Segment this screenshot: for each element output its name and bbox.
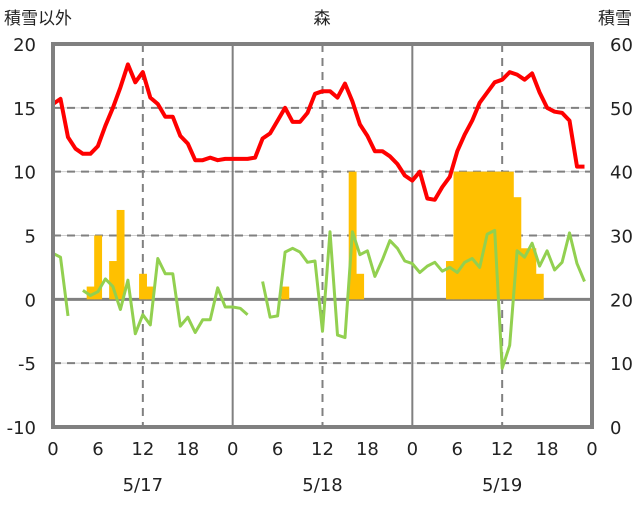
y-right-tick-label: 60	[610, 35, 633, 56]
y-left-tick-label: -5	[18, 354, 36, 375]
bar	[528, 248, 537, 300]
bar	[535, 273, 544, 300]
chart-title: 森	[314, 9, 331, 29]
bar	[468, 171, 477, 300]
plot-frame	[51, 42, 594, 429]
y-left-tick-label: 15	[13, 99, 36, 120]
date-label: 5/19	[482, 475, 522, 496]
y-right-tick-label: 0	[610, 418, 621, 439]
x-tick-label: 0	[47, 439, 58, 460]
left-axis-title: 積雪以外	[4, 9, 72, 29]
y-left-tick-label: 0	[25, 290, 36, 311]
y-right-tick-label: 10	[610, 354, 633, 375]
date-label: 5/18	[302, 475, 342, 496]
y-left-tick-label: -10	[7, 418, 36, 439]
date-label: 5/17	[123, 475, 163, 496]
y-left-tick-label: 20	[13, 35, 36, 56]
y-right-tick-label: 50	[610, 99, 633, 120]
y-right-tick-label: 30	[610, 227, 633, 248]
bar	[86, 286, 95, 300]
y-right-tick-label: 40	[610, 163, 633, 184]
x-tick-label: 6	[92, 439, 103, 460]
x-tick-label: 6	[272, 439, 283, 460]
y-right-tick-label: 20	[610, 290, 633, 311]
bar	[453, 171, 462, 300]
bar	[139, 273, 147, 300]
x-tick-label: 18	[356, 439, 379, 460]
green-series-line	[52, 228, 586, 370]
bar	[460, 171, 469, 300]
bar	[116, 209, 125, 300]
bar	[520, 248, 529, 300]
bar	[356, 273, 365, 300]
x-tick-label: 18	[536, 439, 559, 460]
x-tick-label: 0	[407, 439, 418, 460]
bar	[109, 261, 118, 300]
x-tick-label: 0	[227, 439, 238, 460]
x-tick-label: 0	[586, 439, 597, 460]
x-tick-label: 6	[452, 439, 463, 460]
bar	[513, 197, 522, 300]
bar	[146, 286, 155, 300]
bar	[281, 286, 290, 300]
y-left-tick-label: 5	[25, 227, 36, 248]
x-tick-label: 12	[131, 439, 154, 460]
bar	[446, 261, 454, 300]
bar	[498, 171, 507, 300]
y-left-tick-label: 10	[13, 163, 36, 184]
x-tick-label: 12	[491, 439, 514, 460]
x-tick-label: 12	[311, 439, 334, 460]
right-axis-title: 積雪	[598, 9, 632, 29]
bar	[505, 171, 514, 300]
temperature-line	[51, 62, 585, 202]
x-tick-label: 18	[176, 439, 199, 460]
bar	[475, 171, 484, 300]
bar	[94, 235, 103, 300]
